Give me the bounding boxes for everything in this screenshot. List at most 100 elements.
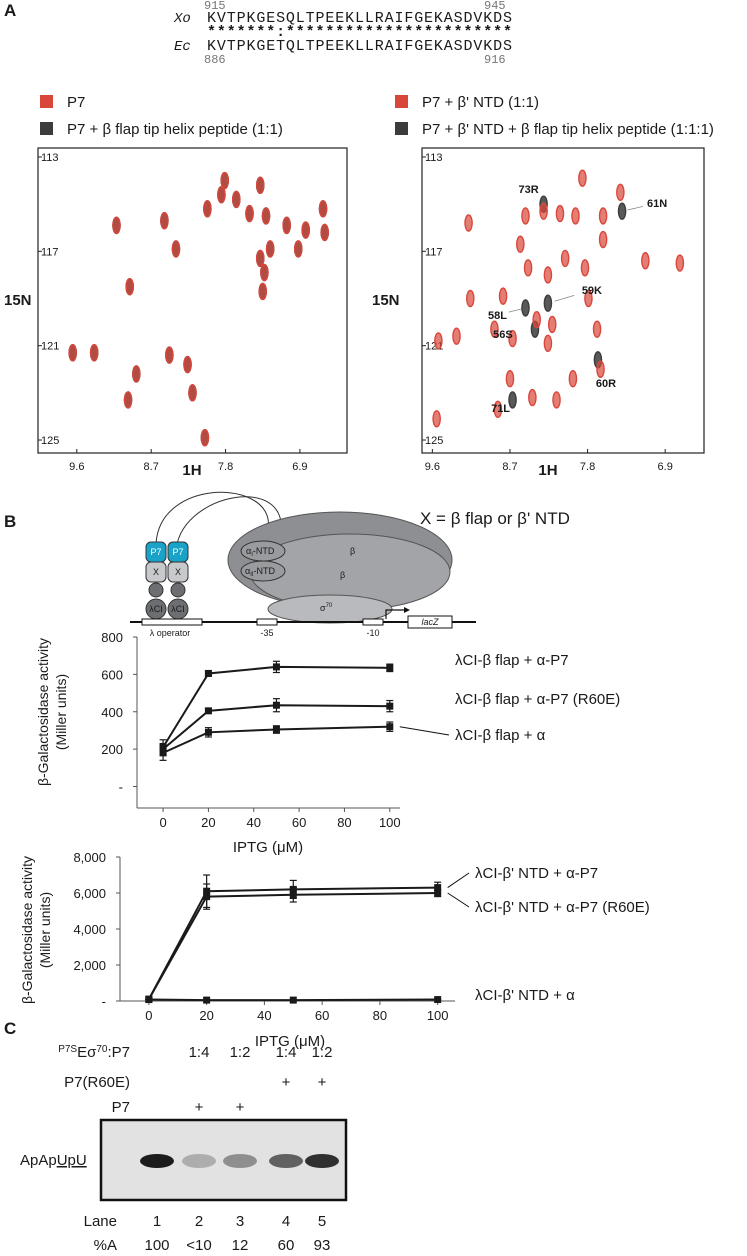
peak <box>320 223 329 242</box>
peak <box>68 344 78 362</box>
domain-label: X <box>153 567 159 577</box>
peak <box>220 171 230 190</box>
conservation: *******:*********************** <box>207 24 512 41</box>
linker <box>148 582 164 598</box>
y-tick-label: 800 <box>101 630 123 645</box>
label-connector <box>447 892 470 908</box>
subunit-label: β <box>350 546 355 556</box>
x-tick-label: 0 <box>159 815 166 830</box>
peak <box>521 207 530 225</box>
peak <box>543 334 553 353</box>
peak <box>592 320 602 338</box>
t: :P7 <box>107 1044 130 1061</box>
gene-box <box>407 615 453 629</box>
legend-label: P7 <box>67 94 85 111</box>
legend-swatch <box>40 95 53 108</box>
y-axis-label: (Miller units) <box>37 892 53 968</box>
peak <box>171 240 181 258</box>
peak <box>434 332 443 350</box>
peak <box>255 176 265 194</box>
t: 70 <box>326 603 333 609</box>
point <box>289 996 297 1004</box>
series-label: λCI-β flap + α <box>455 727 546 744</box>
percent-value: 93 <box>314 1237 331 1254</box>
peak <box>260 263 269 282</box>
peak <box>293 240 303 258</box>
x-tick-label: 40 <box>257 1008 271 1023</box>
legend-label: P7 + β' NTD + β flap tip helix peptide (… <box>422 121 714 138</box>
x-tick-label: 7.8 <box>218 461 233 473</box>
peak <box>547 315 557 334</box>
peak <box>452 327 461 345</box>
peak <box>258 282 268 301</box>
peak <box>188 384 197 402</box>
peak <box>539 202 548 220</box>
x-tick-label: 80 <box>337 815 351 830</box>
panel-label: B <box>4 512 16 531</box>
series-line <box>162 665 390 748</box>
series-line <box>148 998 438 1002</box>
percent-value: 60 <box>278 1237 295 1254</box>
peak <box>493 400 503 419</box>
subunit-label: αI-NTD <box>246 546 275 558</box>
y-tick-label: 400 <box>101 705 123 720</box>
promoter-box <box>256 618 278 626</box>
row-label: P7 <box>112 1099 130 1116</box>
peak <box>555 204 565 223</box>
label-connector <box>399 726 450 736</box>
point <box>272 726 280 734</box>
peak <box>578 169 587 187</box>
y-tick-label: 600 <box>101 667 123 682</box>
series-label: λCI-β' NTD + α-P7 (R60E) <box>475 899 650 916</box>
y-axis-label: β-Galactosidase activity <box>35 638 51 786</box>
y-axis-label: β-Galactosidase activity <box>19 856 35 1004</box>
peak <box>532 311 541 329</box>
residue-number: 915 <box>204 0 226 13</box>
band <box>223 1154 257 1168</box>
point <box>145 996 153 1004</box>
peak <box>521 299 530 317</box>
subunit-label: β <box>340 570 345 580</box>
plot-frame <box>421 147 705 454</box>
t: σ <box>320 603 326 613</box>
peak <box>617 202 627 220</box>
peak <box>123 391 133 409</box>
t: -NTD <box>254 566 276 576</box>
t: II <box>250 572 254 578</box>
operator-box <box>141 618 203 626</box>
peak <box>203 200 212 218</box>
y-tick-label: 200 <box>101 742 123 757</box>
peak <box>112 216 121 235</box>
cell: 1:4 <box>276 1044 297 1061</box>
point <box>434 889 442 897</box>
peak <box>231 190 241 209</box>
x-tick-label: 7.8 <box>580 461 595 473</box>
peak-annotation: 59K <box>582 285 602 297</box>
legend-swatch <box>395 122 408 135</box>
t: ApAp <box>20 1152 57 1169</box>
peak <box>552 391 561 409</box>
peak <box>560 249 570 268</box>
sequence: KVTPKGETQLTPEEKLLRAIFGEKASDVKDS <box>207 38 512 55</box>
point <box>203 996 211 1004</box>
linker <box>170 582 186 598</box>
point <box>386 664 394 672</box>
y-tick-label: 117 <box>41 246 59 258</box>
residue-number: 916 <box>484 53 506 67</box>
point <box>204 669 212 677</box>
x-tick-label: 100 <box>379 815 401 830</box>
plot-frame <box>37 147 348 454</box>
domain-label: λCI <box>149 604 163 614</box>
x-tick-label: 6.9 <box>658 461 673 473</box>
peak <box>596 360 605 378</box>
x-tick-label: 100 <box>427 1008 449 1023</box>
alignment: 915 945 Xo KVTPKGESQLTPEEKLLRAIFGEKASDVK… <box>173 0 512 67</box>
y-tick-label: 2,000 <box>73 958 106 973</box>
subunit-label: σ70 <box>320 603 333 613</box>
peak <box>498 287 508 305</box>
t: α <box>246 546 251 556</box>
x-axis-label: IPTG (μM) <box>255 1033 325 1050</box>
band <box>269 1154 303 1168</box>
peak <box>528 388 537 407</box>
